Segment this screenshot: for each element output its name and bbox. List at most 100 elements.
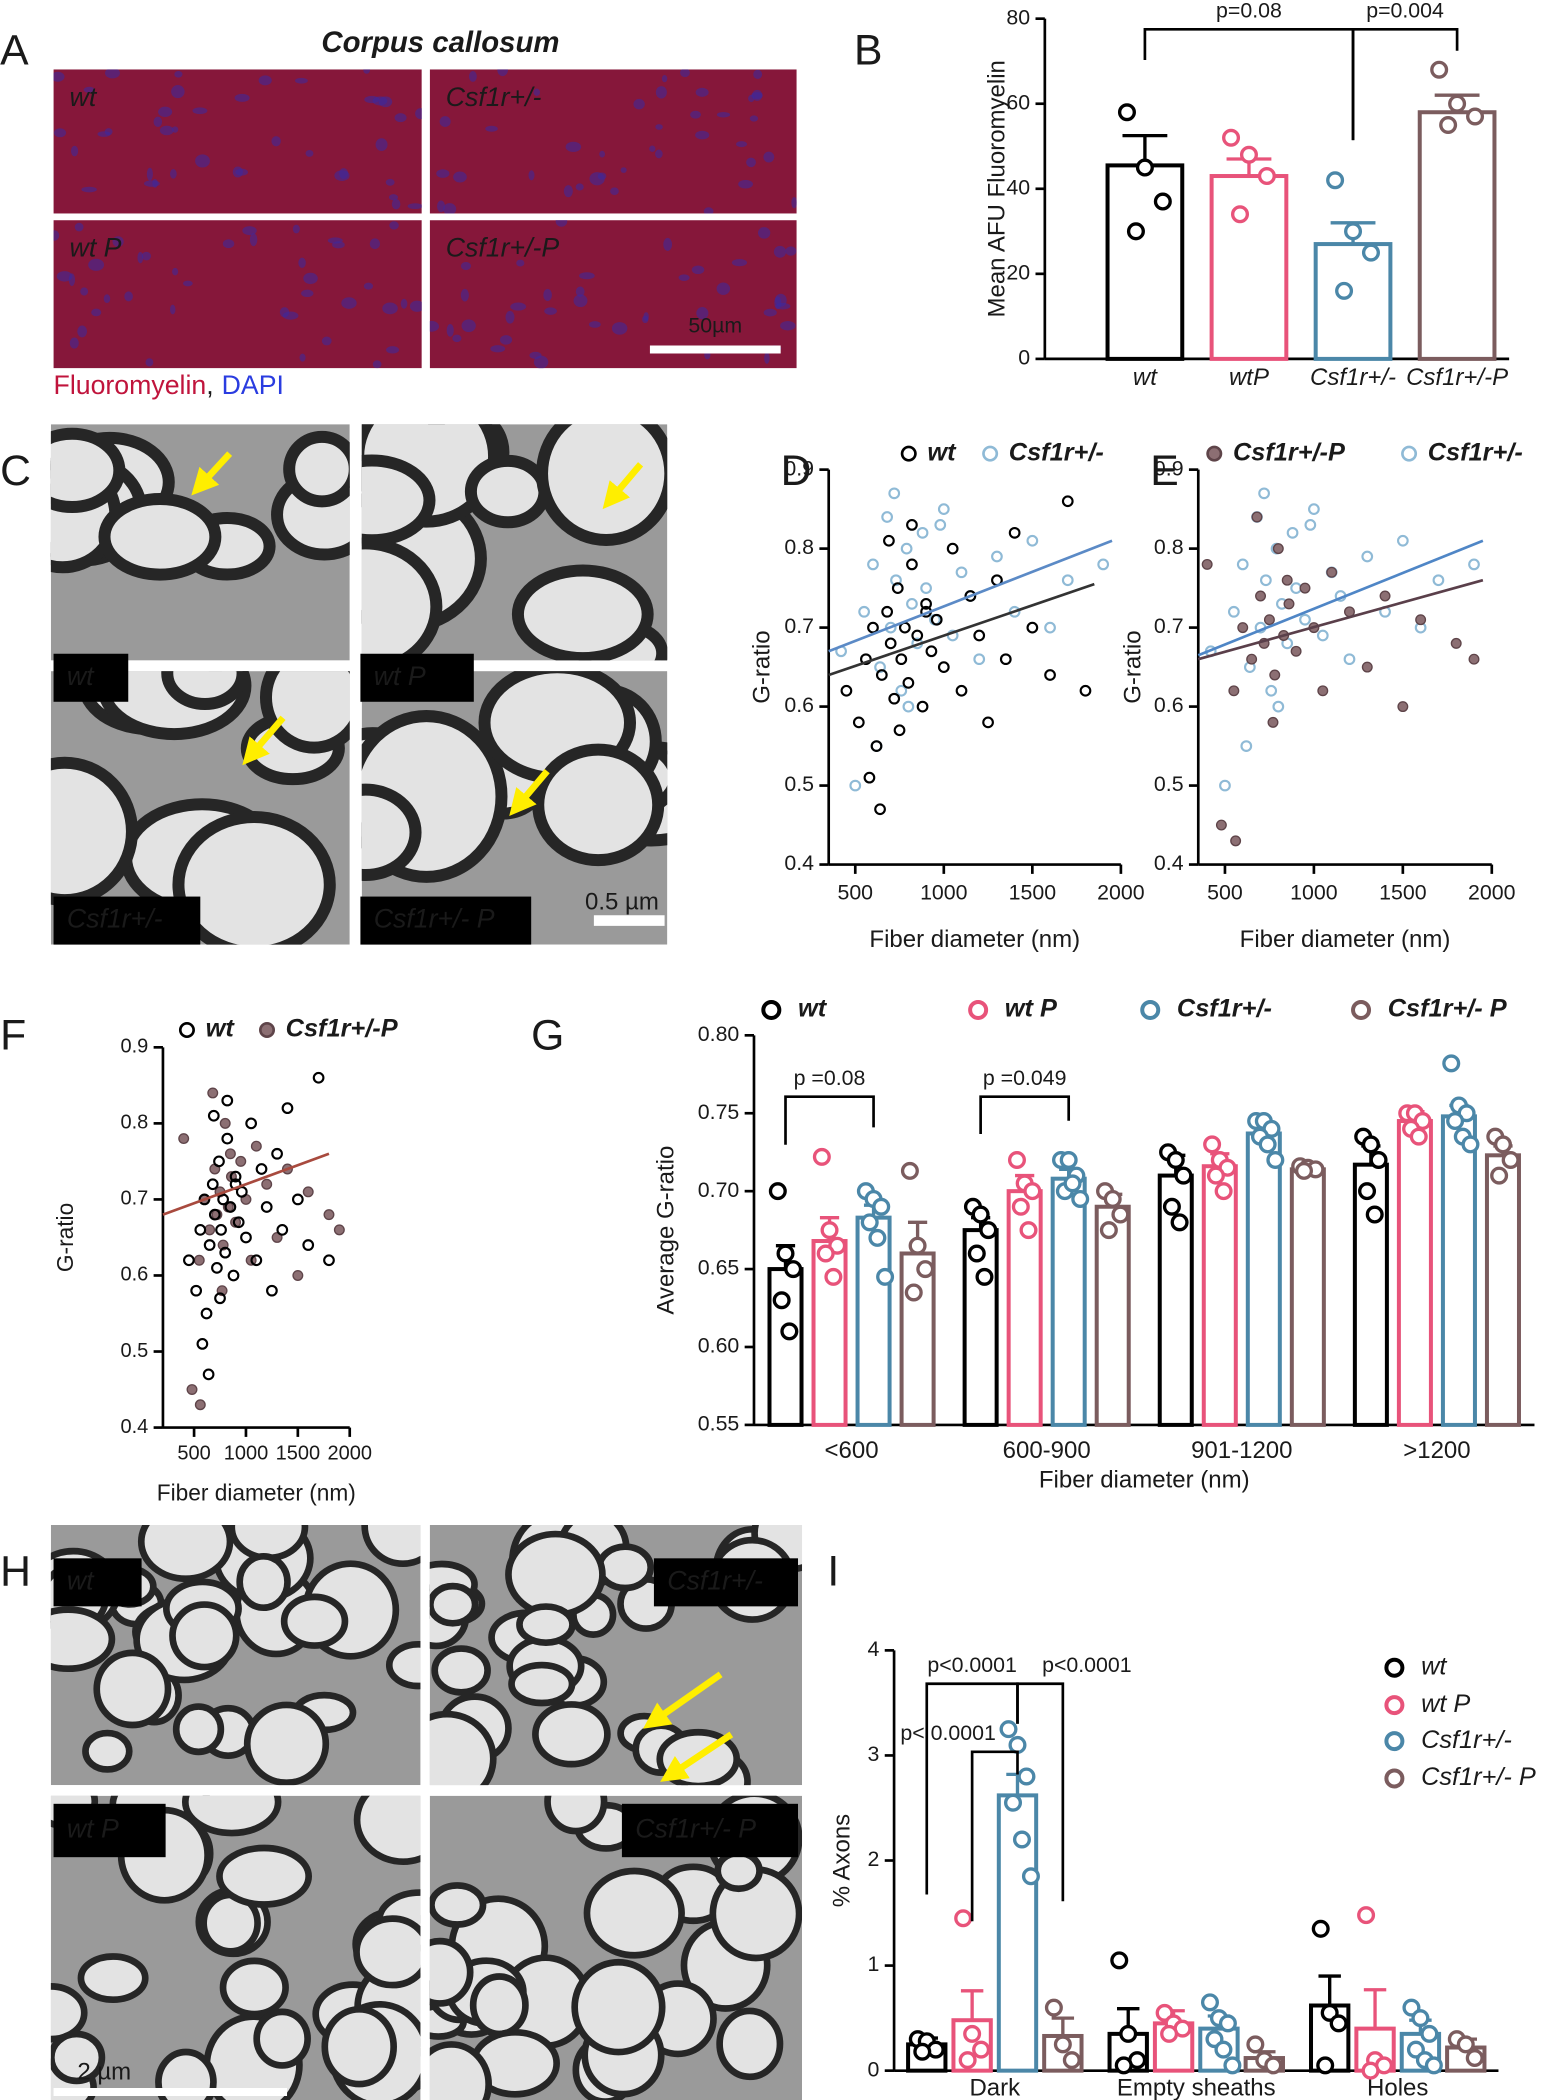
- data-point: [991, 550, 1003, 563]
- bar: [1352, 1162, 1389, 1427]
- image-label: Csf1r+/-: [667, 1565, 763, 1595]
- legend-marker: [1384, 1731, 1405, 1752]
- data-point: [895, 684, 908, 697]
- data-point: [881, 605, 894, 618]
- error-bar: [1318, 1974, 1341, 2006]
- axon: [172, 811, 336, 945]
- data-point: [190, 1284, 203, 1297]
- nucleus: [295, 77, 308, 84]
- nucleus: [738, 179, 753, 189]
- data-point: [999, 1720, 1018, 1739]
- data-point: [1361, 243, 1380, 262]
- axon: [137, 1524, 234, 1583]
- nucleus: [321, 336, 332, 346]
- nucleus: [543, 288, 552, 302]
- y-tick-label: 40: [1006, 175, 1030, 199]
- significance-bracket: [1351, 28, 1459, 141]
- significance-bracket: [970, 1750, 1019, 1922]
- nucleus: [731, 259, 748, 267]
- label-box: [360, 653, 474, 702]
- nucleus: [112, 236, 124, 247]
- nucleus: [172, 267, 179, 276]
- legend-label: Csf1r+/-: [1009, 438, 1104, 466]
- significance-label: p<0.0001: [927, 1653, 1017, 1677]
- data-point: [1432, 574, 1445, 587]
- nucleus: [152, 178, 158, 188]
- nucleus: [439, 116, 451, 127]
- nucleus: [460, 261, 471, 271]
- nucleus: [171, 85, 185, 99]
- data-point: [1200, 1993, 1219, 2012]
- data-point: [1461, 1135, 1480, 1154]
- axon: [161, 671, 249, 710]
- data-point: [1223, 2056, 1242, 2075]
- data-point: [954, 1909, 973, 1928]
- micrograph-bg: [53, 69, 422, 214]
- data-point: [260, 1201, 273, 1213]
- nucleus: [97, 131, 111, 137]
- nucleus: [533, 355, 549, 369]
- data-point: [1026, 534, 1039, 547]
- data-point: [204, 1224, 216, 1236]
- panel-letter: C: [0, 447, 31, 495]
- data-point: [1397, 701, 1409, 713]
- nucleus: [490, 345, 506, 353]
- panel-letter: D: [781, 447, 812, 495]
- data-point: [999, 653, 1012, 666]
- nucleus: [124, 291, 133, 302]
- nucleus: [575, 183, 584, 191]
- data-point: [1415, 614, 1427, 626]
- axon: [219, 1957, 289, 2018]
- nucleus: [468, 71, 477, 82]
- significance-bracket: [784, 1095, 875, 1145]
- nucleus: [378, 96, 393, 108]
- arrow: [191, 451, 233, 496]
- significance-label: p=0.08: [1216, 0, 1282, 23]
- data-point: [213, 1155, 225, 1168]
- data-point: [812, 1147, 831, 1166]
- data-point: [1059, 1150, 1078, 1169]
- data-point: [1218, 2014, 1237, 2033]
- data-point: [1111, 1205, 1130, 1224]
- data-point: [1357, 1906, 1376, 1925]
- nucleus: [303, 272, 318, 285]
- data-point: [934, 519, 947, 531]
- data-point: [1316, 629, 1329, 642]
- nucleus: [389, 221, 399, 230]
- micrograph-bg: [429, 220, 797, 369]
- data-point: [1170, 1213, 1189, 1232]
- nucleus: [171, 126, 179, 133]
- nucleus: [775, 302, 791, 310]
- data-point: [1369, 1150, 1388, 1169]
- data-point: [1044, 1998, 1063, 2017]
- label-box: [53, 653, 129, 702]
- axon: [508, 1661, 576, 1707]
- data-point: [1114, 2056, 1133, 2075]
- axon: [385, 1640, 421, 1690]
- data-point: [1044, 669, 1056, 681]
- data-point: [333, 1224, 345, 1236]
- nucleus: [497, 69, 508, 77]
- nucleus: [499, 335, 513, 345]
- arrow: [242, 715, 286, 766]
- nucleus: [749, 115, 759, 122]
- panel-letter: B: [854, 27, 882, 75]
- data-point: [930, 613, 943, 626]
- scale-bar-label: 0.5 µm: [585, 889, 659, 916]
- arrow: [642, 1671, 723, 1729]
- nucleus: [369, 238, 381, 250]
- nucleus: [485, 125, 498, 132]
- data-point: [906, 558, 918, 571]
- data-point: [1061, 574, 1074, 587]
- data-point: [1237, 622, 1249, 634]
- axon: [181, 1795, 282, 1837]
- legend-marker: [1384, 1768, 1405, 1789]
- y-tick-label: 0.7: [784, 614, 814, 638]
- data-point: [1361, 661, 1373, 673]
- nucleus: [292, 224, 300, 234]
- legend-marker: [178, 1021, 195, 1038]
- nucleus: [282, 311, 299, 320]
- data-point: [937, 661, 950, 673]
- data-point: [860, 653, 872, 666]
- nucleus: [757, 227, 771, 239]
